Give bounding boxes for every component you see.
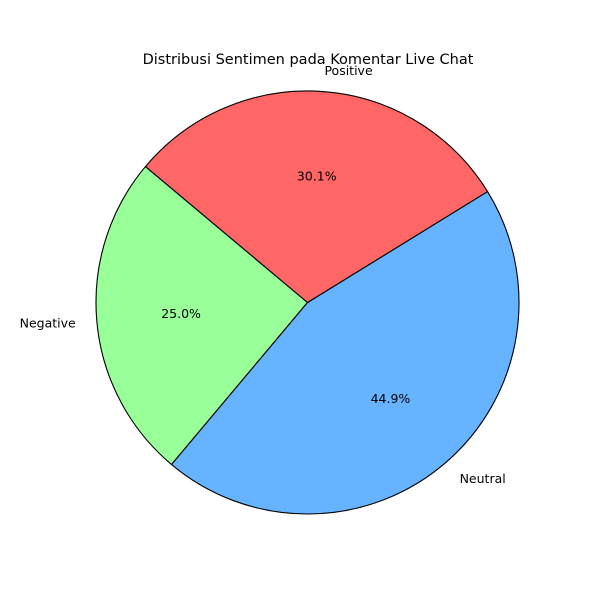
pie-percent-label-neutral: 44.9% [371, 391, 411, 406]
pie-percent-label-positive: 30.1% [297, 168, 337, 183]
chart-title: Distribusi Sentimen pada Komentar Live C… [143, 52, 474, 68]
pie-category-label-neutral: Neutral [460, 471, 506, 486]
pie-percent-label-negative: 25.0% [161, 306, 201, 321]
pie-slice-neutral [171, 191, 520, 515]
pie-labels: 25.0% Negative 44.9% Neutral 30.1% Positive [20, 63, 506, 486]
pie-slice-negative [95, 166, 309, 466]
pie-slice-positive [144, 90, 489, 304]
pie-slices [95, 90, 520, 515]
pie-category-label-negative: Negative [20, 315, 76, 330]
pie-category-label-positive: Positive [324, 63, 372, 78]
